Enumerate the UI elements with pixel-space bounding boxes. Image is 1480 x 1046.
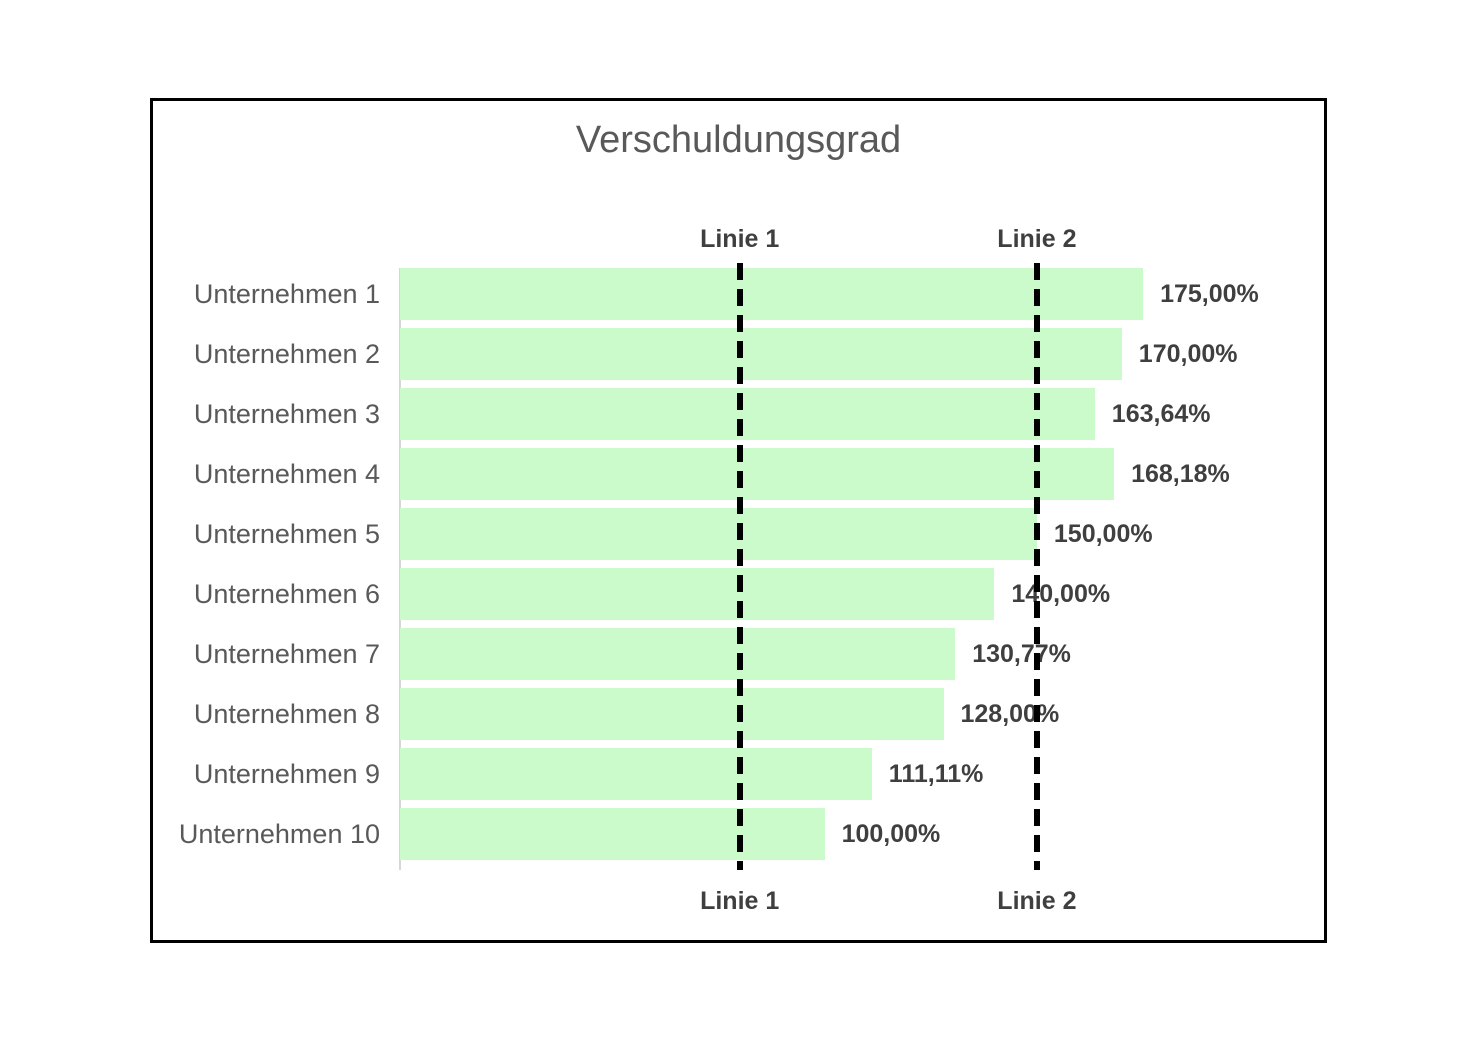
bar	[400, 448, 1115, 500]
category-label: Unternehmen 10	[178, 819, 380, 849]
bar	[400, 508, 1037, 560]
plot-area: Verschuldungsgrad Unternehmen 1 175,00% Un…	[153, 101, 1324, 940]
reference-line	[736, 263, 743, 870]
category-label: Unternehmen 3	[193, 399, 380, 429]
category-label: Unternehmen 8	[193, 699, 380, 729]
value-label: 163,64%	[1111, 400, 1211, 428]
category-label: Unternehmen 6	[193, 579, 380, 609]
value-label: 170,00%	[1138, 340, 1238, 368]
bar	[400, 628, 956, 680]
category-label: Unternehmen 4	[193, 459, 380, 489]
value-label: 168,18%	[1131, 460, 1230, 488]
bar	[400, 568, 995, 620]
value-label: 130,77%	[972, 640, 1071, 668]
chart-title: Verschuldungsgrad	[575, 119, 902, 161]
reference-line-label-bottom: Linie 2	[997, 887, 1077, 915]
bar	[400, 388, 1095, 440]
bar	[400, 688, 944, 740]
value-label: 128,00%	[960, 700, 1060, 728]
bar	[400, 268, 1144, 320]
category-label: Unternehmen 2	[193, 339, 380, 369]
value-label: 111,11%	[888, 760, 984, 788]
chart-frame: Verschuldungsgrad Unternehmen 1 175,00% Un…	[150, 98, 1327, 943]
value-label: 175,00%	[1160, 280, 1259, 308]
category-label: Unternehmen 7	[193, 639, 380, 669]
bar	[400, 748, 872, 800]
value-label: 150,00%	[1053, 520, 1153, 548]
value-label: 140,00%	[1011, 580, 1111, 608]
category-label: Unternehmen 1	[193, 279, 380, 309]
reference-line-label-top: Linie 2	[997, 225, 1077, 253]
reference-line	[1033, 263, 1040, 870]
bar	[400, 808, 825, 860]
value-label: 100,00%	[841, 820, 941, 848]
reference-line-label-bottom: Linie 1	[700, 887, 780, 915]
reference-line-label-top: Linie 1	[700, 225, 780, 253]
bar	[400, 328, 1122, 380]
category-label: Unternehmen 9	[193, 759, 380, 789]
category-label: Unternehmen 5	[193, 519, 380, 549]
